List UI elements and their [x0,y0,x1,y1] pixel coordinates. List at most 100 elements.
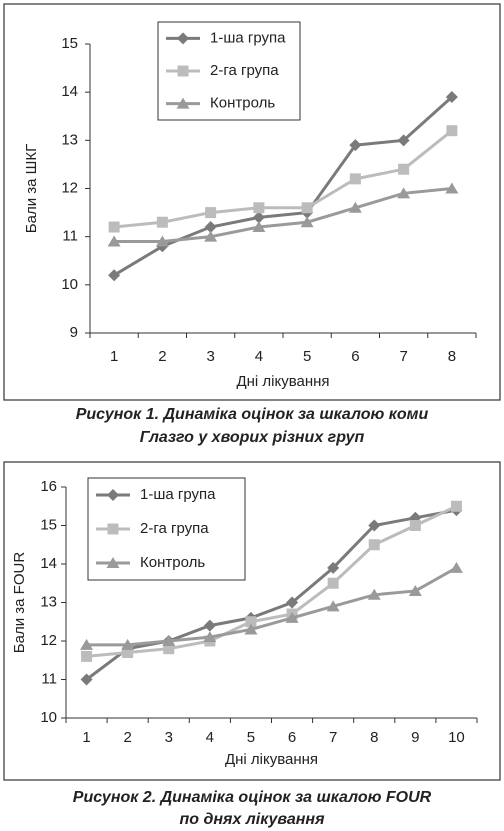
y-tick-label: 13 [40,593,57,610]
x-tick-label: 1 [82,729,90,746]
legend-label: 2-га група [140,520,209,537]
y-tick-label: 11 [41,670,57,687]
legend-label: Контроль [210,95,275,112]
marker [445,182,459,194]
marker [80,638,94,650]
legend-marker [107,489,119,501]
marker [244,623,258,635]
caption: Рисунок 2. Динаміка оцінок за шкалою FOU… [73,789,432,806]
y-tick-label: 12 [61,179,78,196]
marker [349,173,361,185]
series-line [113,129,453,229]
y-tick-label: 15 [40,516,57,533]
x-tick-label: 6 [288,729,296,746]
marker [409,520,421,531]
marker [327,577,339,589]
marker [408,584,422,596]
marker [326,600,340,612]
x-axis-label: Дні лікування [236,373,329,390]
legend-label: 2-га група [210,62,279,79]
x-tick-label: 1 [110,348,118,365]
x-tick-label: 3 [206,348,214,365]
series-line [114,187,453,243]
y-tick-label: 9 [70,324,78,341]
marker [162,635,176,646]
chart-frame [3,3,501,401]
marker [80,673,93,686]
marker [445,90,458,103]
legend-marker [177,32,189,45]
marker [327,561,340,574]
marker [286,596,299,609]
y-tick-label: 11 [62,228,78,245]
marker [301,202,313,214]
y-tick-label: 13 [61,131,78,148]
marker [121,638,135,650]
marker [398,163,410,175]
y-axis-label: Бали за ШКГ [23,144,40,233]
caption: по днях лікування [179,811,325,828]
marker [163,643,175,655]
marker [450,500,462,512]
marker [81,650,93,662]
marker [368,539,380,551]
marker [203,631,217,643]
marker [348,201,362,213]
x-tick-label: 8 [448,348,456,365]
marker [446,125,458,137]
x-tick-label: 6 [351,348,359,365]
y-axis-label: Бали за FOUR [11,552,28,654]
marker [349,139,362,152]
marker [368,519,381,532]
legend-label: Контроль [140,554,205,571]
series-line [86,504,458,658]
x-tick-label: 5 [247,729,255,746]
x-tick-label: 4 [206,729,214,746]
marker [108,221,120,233]
series-line [86,566,458,647]
x-tick-label: 10 [448,729,465,746]
chart-frame [3,461,501,781]
x-tick-label: 4 [255,348,263,365]
y-tick-label: 12 [40,632,57,649]
marker [204,221,217,234]
marker [204,230,218,242]
x-tick-label: 2 [158,348,166,365]
marker [285,611,299,623]
marker [397,134,410,147]
x-tick-label: 5 [303,348,311,365]
marker [253,202,265,214]
marker [155,235,169,247]
marker [156,216,168,228]
marker [245,616,257,628]
x-axis-label: Дні лікування [225,751,318,768]
series-line [113,95,453,277]
x-tick-label: 2 [123,729,131,746]
legend-marker [177,65,189,77]
y-tick-label: 16 [40,478,57,495]
y-tick-label: 10 [61,276,78,293]
y-tick-label: 15 [61,35,78,52]
marker [449,561,463,573]
x-tick-label: 8 [370,729,378,746]
marker [107,235,121,247]
marker [300,216,314,228]
legend-marker [106,557,120,568]
marker [108,269,121,282]
legend-label: 1-ша група [140,486,216,503]
y-tick-label: 14 [40,555,57,572]
y-tick-label: 10 [40,709,57,726]
marker [203,619,216,632]
marker [122,647,134,659]
y-tick-label: 14 [61,83,78,100]
marker [252,211,265,224]
marker [397,187,411,199]
legend-marker [176,97,190,109]
caption: Рисунок 1. Динаміка оцінок за шкалою ком… [76,406,429,423]
legend-label: 1-ша група [210,29,286,46]
x-tick-label: 9 [411,729,419,746]
x-tick-label: 3 [165,729,173,746]
x-tick-label: 7 [329,729,337,746]
legend-marker [107,523,119,535]
